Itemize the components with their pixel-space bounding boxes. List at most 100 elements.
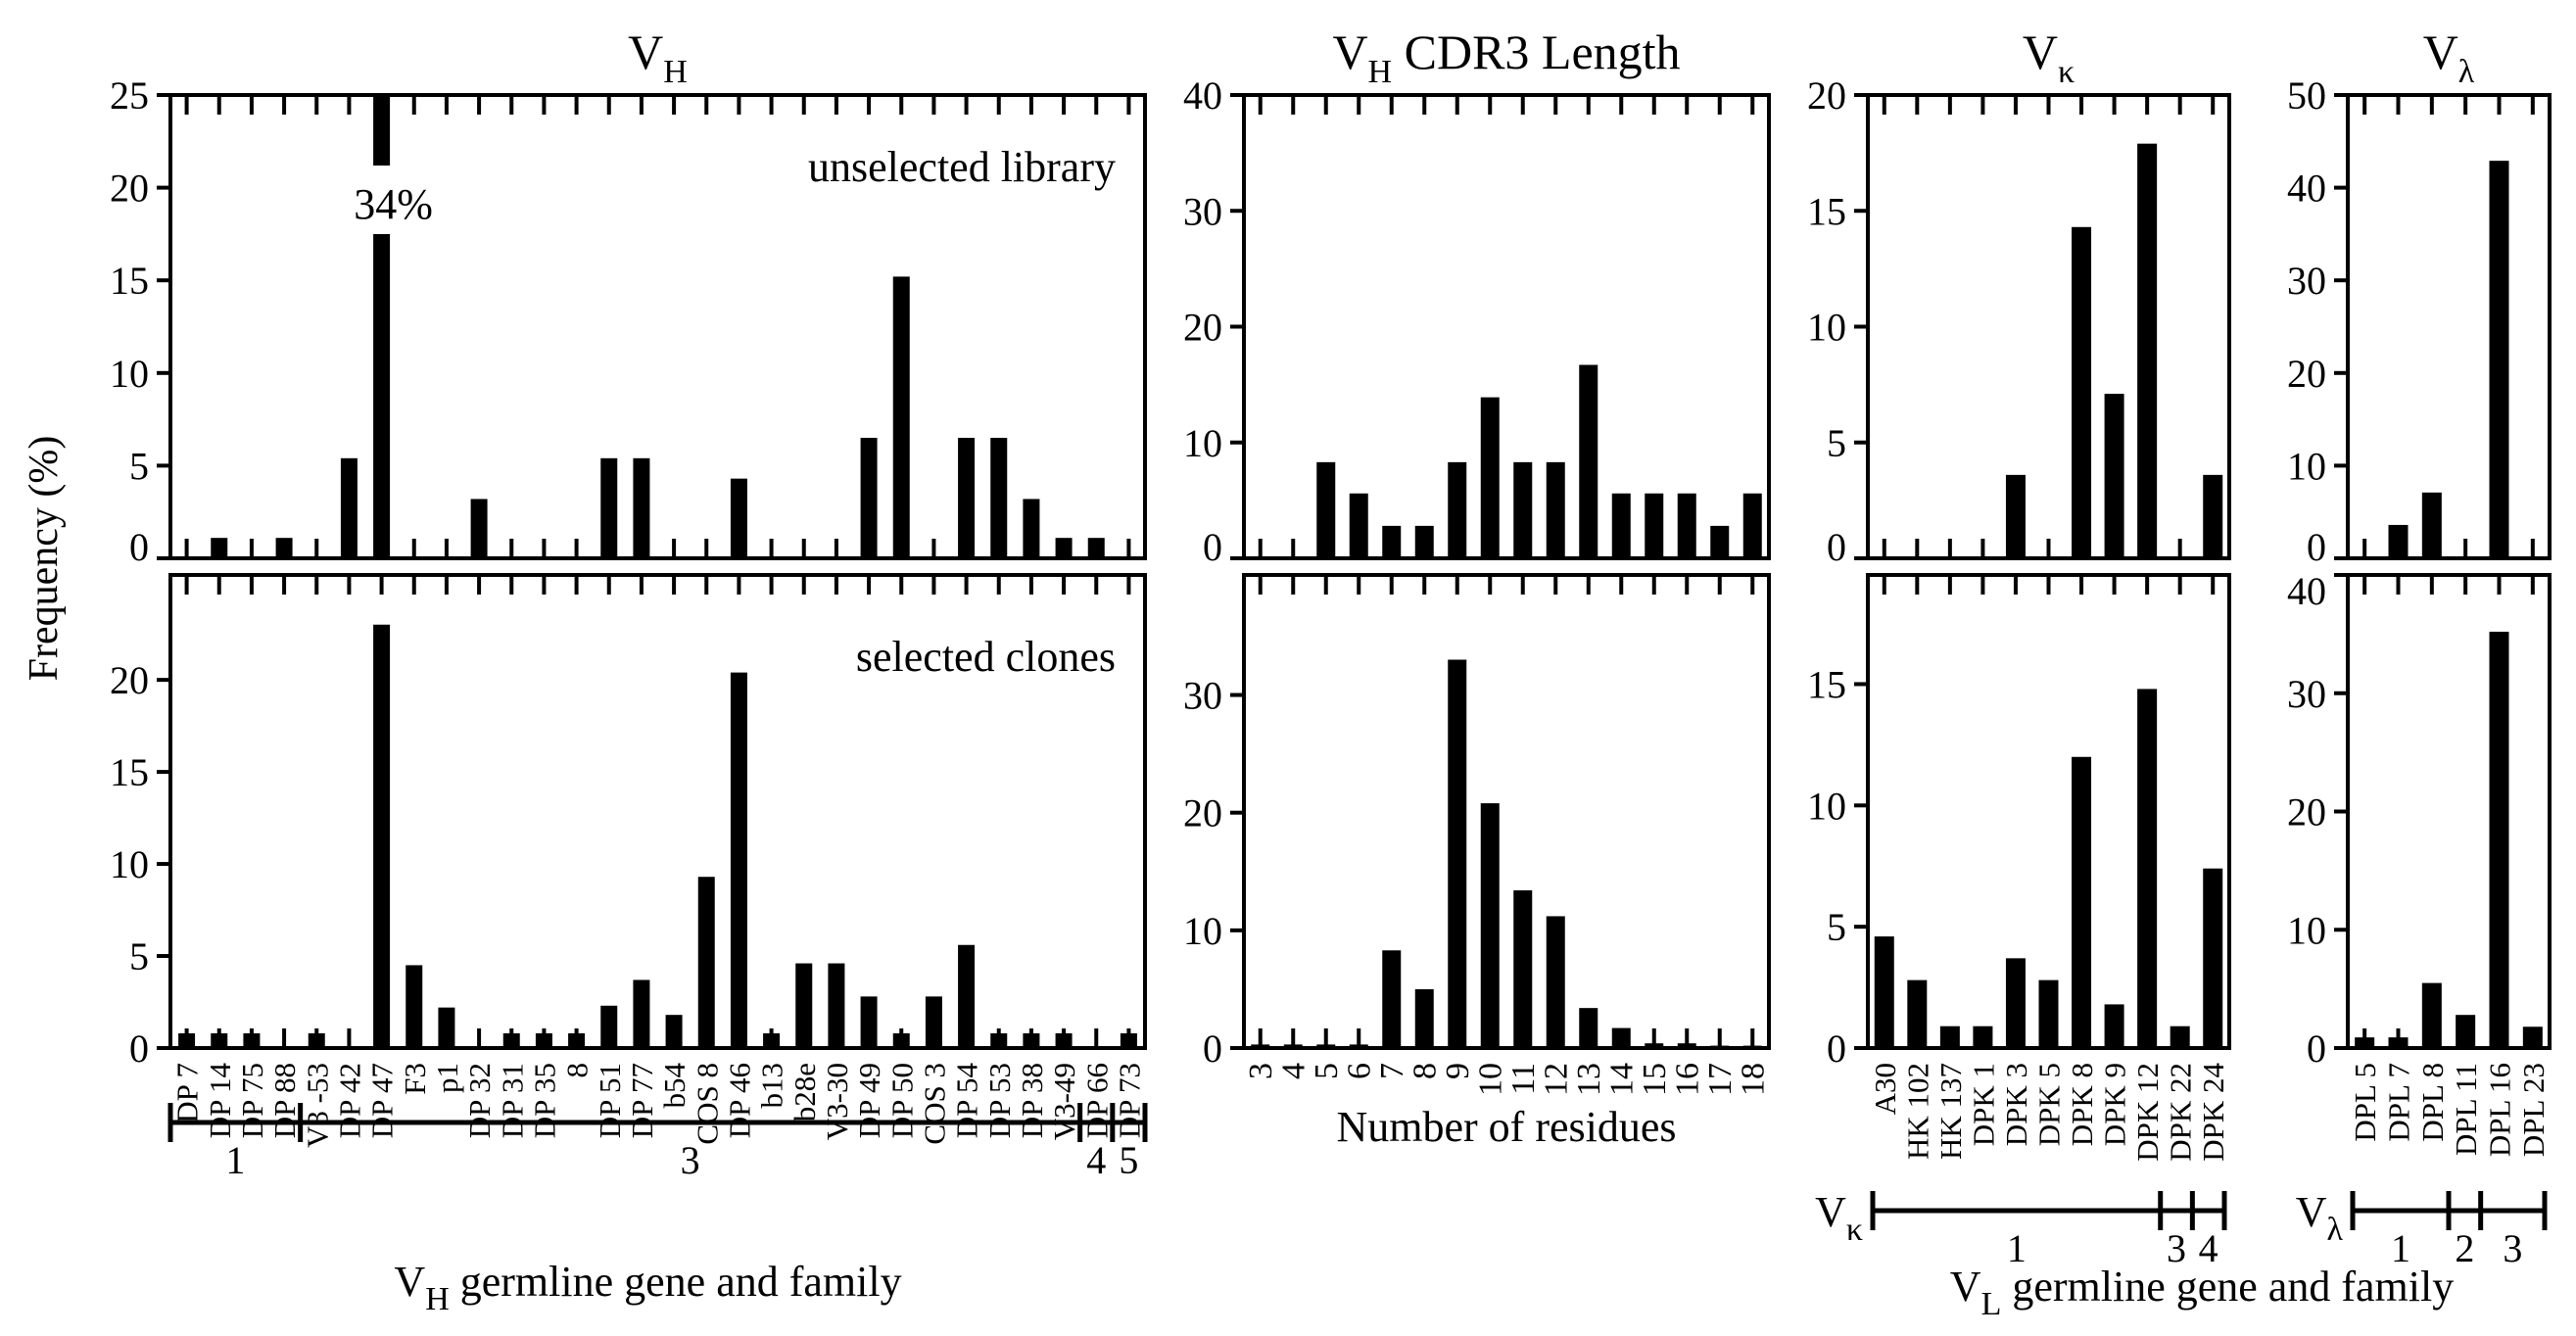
- family-label: 1: [225, 1138, 245, 1182]
- y-tick-label: 10: [1807, 306, 1846, 350]
- category-label: DPL 23: [2516, 1063, 2551, 1157]
- bar-DP77: [633, 979, 650, 1048]
- bar-DP35: [535, 1032, 552, 1048]
- y-tick-label: 30: [2287, 672, 2326, 716]
- bar-DP53: [990, 438, 1008, 558]
- bar-7: [1382, 525, 1402, 558]
- category-label: DP 31: [495, 1063, 529, 1138]
- y-tick-label: 10: [1807, 784, 1846, 828]
- y-tick-label: 40: [1183, 73, 1222, 118]
- bar-DPK24: [2203, 868, 2223, 1048]
- y-tick-label: 20: [1183, 306, 1222, 350]
- category-label: 4: [1275, 1063, 1312, 1079]
- y-tick-label: 0: [1827, 1026, 1846, 1071]
- bar-8: [1414, 525, 1434, 558]
- category-label: b54: [657, 1063, 692, 1109]
- vk-title-main: V: [2023, 24, 2058, 79]
- family-label: 5: [1119, 1138, 1138, 1182]
- bar-COS3: [925, 996, 942, 1048]
- bar-DPL5: [2355, 1037, 2375, 1048]
- cdr3-xlabel: Number of residues: [1336, 1103, 1676, 1151]
- y-tick-label: 15: [110, 750, 149, 794]
- bar-V3-30: [828, 963, 845, 1048]
- vl-selected-plot: 0 10 20 30 40: [2287, 569, 2552, 1071]
- y-tick-label: 30: [2287, 259, 2326, 303]
- category-label: 12: [1538, 1063, 1574, 1096]
- category-label: DP 53: [982, 1063, 1017, 1138]
- family-label: 1: [2007, 1226, 2027, 1270]
- y-tick-label: 10: [110, 352, 149, 396]
- vk-family-bracket: 1 3 4 Vκ: [1815, 1188, 2227, 1270]
- category-label: DPL 8: [2415, 1063, 2450, 1142]
- bar-DPK24: [2203, 474, 2223, 558]
- plot-frame: [1866, 573, 2231, 1050]
- category-label: DPK 24: [2196, 1063, 2230, 1162]
- category-label: 8: [1407, 1063, 1443, 1079]
- bar-b28e: [795, 963, 813, 1048]
- y-tick-label: 0: [1203, 1026, 1222, 1071]
- y-tick-label: 10: [2287, 444, 2326, 488]
- category-label: DPL 7: [2382, 1063, 2416, 1142]
- bar-DPL7: [2388, 524, 2409, 558]
- vk-unselected-plot: 0 5 10 15 20: [1807, 73, 2231, 569]
- bar-DPK12: [2137, 143, 2158, 559]
- y-tick-label: 5: [129, 444, 149, 488]
- y-tick-label: 5: [1827, 421, 1846, 465]
- bar-15: [1645, 1043, 1664, 1048]
- bar-DP50: [892, 276, 910, 558]
- vl-family-prefix-main: V: [2296, 1188, 2327, 1236]
- bar-DP42: [340, 457, 358, 558]
- category-label: DP 35: [527, 1063, 561, 1138]
- category-label: V3-30: [820, 1063, 854, 1140]
- y-tick-label: 0: [129, 1026, 149, 1071]
- family-label: 3: [2167, 1226, 2186, 1270]
- category-label: DP 54: [950, 1063, 984, 1139]
- bar-13: [1579, 364, 1598, 558]
- bar-V3-49: [1055, 1032, 1073, 1048]
- family-label: 3: [681, 1138, 700, 1182]
- vh-xlabel: VH germline gene and family: [394, 1258, 901, 1317]
- bar-17: [1710, 1045, 1730, 1048]
- category-label: DP 50: [884, 1063, 919, 1138]
- bar-3: [1251, 1044, 1270, 1048]
- bar-7: [1382, 950, 1402, 1048]
- family-label: 4: [1086, 1138, 1106, 1182]
- category-label: DP 42: [332, 1063, 366, 1138]
- category-label: 14: [1603, 1063, 1640, 1096]
- y-tick-label: 5: [1827, 905, 1846, 949]
- category-label: V3 -53: [300, 1063, 334, 1148]
- vk-family-prefix-subscript: κ: [1846, 1212, 1863, 1248]
- y-tick-label: 20: [1807, 73, 1846, 118]
- y-tick-label: 20: [110, 658, 149, 702]
- category-label: COS 8: [690, 1063, 724, 1145]
- bar-DPL16: [2489, 161, 2509, 558]
- bar-6: [1349, 1044, 1368, 1048]
- bar-9: [1448, 659, 1467, 1048]
- family-label: 4: [2199, 1226, 2218, 1270]
- category-label: 9: [1440, 1063, 1476, 1079]
- bar-DPK9: [2104, 1004, 2124, 1048]
- category-label: DP 73: [1112, 1063, 1146, 1138]
- bar-DP46: [730, 478, 747, 558]
- y-tick-label: 25: [110, 73, 149, 118]
- bar-DPK1: [1973, 1026, 1993, 1048]
- bar-b13: [763, 1032, 781, 1048]
- bar-5: [1316, 461, 1336, 558]
- y-tick-label: 10: [1183, 909, 1222, 953]
- bar-DPK5: [2038, 979, 2059, 1048]
- category-label: DP 14: [203, 1063, 237, 1139]
- plot-frame: [2346, 93, 2552, 560]
- category-label: F3: [398, 1063, 432, 1095]
- vl-xlabel: VL germline gene and family: [1950, 1263, 2454, 1322]
- bar-DP46: [730, 672, 747, 1048]
- y-tick-label: 15: [1807, 189, 1846, 233]
- family-label: 1: [2391, 1226, 2410, 1270]
- axis-break: [369, 166, 395, 234]
- category-label: DP 75: [235, 1063, 269, 1138]
- y-tick-label: 15: [1807, 662, 1846, 706]
- bar-DPL8: [2421, 492, 2442, 558]
